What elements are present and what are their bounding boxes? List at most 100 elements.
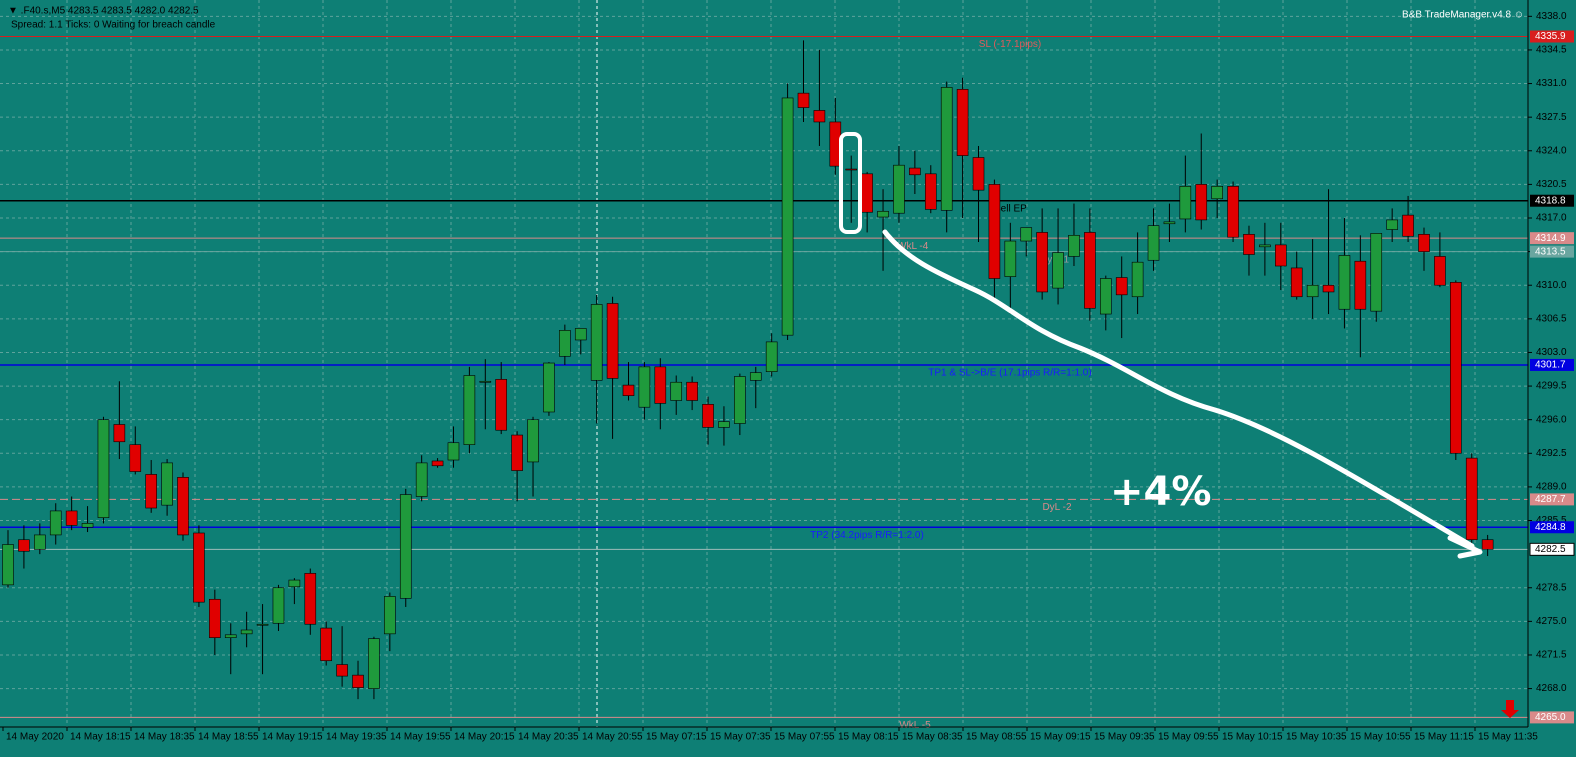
candle-body (447, 442, 460, 461)
plugin-name: B&B TradeManager.v4.8 ☺ (1402, 10, 1524, 21)
candle-body (1131, 261, 1144, 298)
candle-body (320, 627, 333, 662)
candle-body (781, 97, 794, 336)
y-tick-label: 4338.0 (1536, 11, 1567, 22)
candle-body (1211, 186, 1223, 200)
price-tag (1530, 232, 1574, 245)
y-tick-label: 4317.0 (1536, 213, 1567, 224)
candle-body (622, 384, 635, 396)
candle-body (1370, 233, 1383, 312)
candle-body (1306, 284, 1319, 298)
candle-body (145, 474, 157, 509)
candle-body (1179, 186, 1192, 220)
x-tick-label: 15 May 11:15 (1414, 732, 1474, 743)
candle-body (1481, 539, 1494, 550)
x-tick-label: 15 May 09:55 (1158, 732, 1219, 743)
level-label: WkL -5 (899, 720, 931, 731)
y-tick-label: 4275.0 (1536, 616, 1567, 627)
candle-body (2, 544, 14, 586)
candle-body (288, 579, 301, 588)
candle-body (1450, 282, 1462, 454)
candle-body (415, 462, 428, 497)
x-tick-label: 15 May 09:35 (1094, 732, 1155, 743)
y-tick-label: 4306.5 (1536, 313, 1567, 324)
candle-body (511, 434, 523, 471)
y-tick-label: 4310.0 (1536, 280, 1567, 291)
candle-body (1195, 184, 1208, 221)
candle-body (1099, 278, 1112, 315)
candle-body (686, 381, 698, 401)
price-tag-label: 4265.0 (1535, 712, 1566, 723)
highlight-box (839, 132, 862, 234)
candle-body (463, 375, 476, 445)
candle-body (240, 629, 253, 635)
candle-body (161, 462, 173, 506)
level-label: DyL -2 (1042, 502, 1072, 513)
candle-body (1259, 244, 1271, 248)
x-tick-label: 15 May 08:15 (838, 732, 899, 743)
price-tag-label: 4335.9 (1535, 31, 1566, 42)
candle-body (765, 341, 778, 372)
candle-body (18, 539, 30, 552)
candle-body (193, 532, 205, 603)
candle-body (304, 573, 317, 625)
candle-body (1434, 256, 1446, 286)
candle-body (749, 372, 762, 381)
candle-body (606, 303, 619, 379)
y-tick-label: 4268.0 (1536, 683, 1567, 694)
candle-body (1147, 225, 1160, 261)
price-tag (1530, 358, 1574, 371)
candle-body (97, 419, 110, 518)
candle-body (81, 523, 94, 528)
candle-body (1290, 267, 1303, 298)
price-tag (1530, 245, 1574, 258)
price-tag (1529, 542, 1575, 556)
candle-body (224, 634, 237, 638)
candle-body (1068, 234, 1080, 257)
price-tag-label: 4318.8 (1535, 195, 1566, 206)
x-tick-label: 14 May 19:55 (390, 732, 451, 743)
candle-body (431, 460, 444, 467)
candle-body (1275, 244, 1287, 267)
candle-body (590, 304, 603, 381)
price-tag (1530, 521, 1574, 534)
status-info: Spread: 1.1 Ticks: 0 Waiting for breach … (11, 20, 216, 31)
candle-body (1227, 186, 1239, 238)
candle-body (113, 424, 126, 443)
candle-body (336, 664, 348, 677)
x-tick-label: 15 May 07:55 (774, 732, 835, 743)
x-tick-label: 15 May 10:55 (1350, 732, 1411, 743)
candle-body (1322, 284, 1335, 293)
candle-body (543, 362, 555, 413)
x-tick-label: 15 May 07:35 (710, 732, 771, 743)
symbol-info: ▼ .F40.s,M5 4283.5 4283.5 4282.0 4282.5 (8, 6, 199, 17)
x-tick-label: 15 May 08:55 (966, 732, 1027, 743)
price-tag-label: 4287.7 (1535, 494, 1566, 505)
candle-body (1020, 227, 1033, 242)
y-tick-label: 4320.5 (1536, 179, 1567, 190)
y-tick-label: 4271.5 (1536, 650, 1567, 661)
level-label: TP1 & SL->B/E (17.1pips R/R=1:1.0) (928, 368, 1091, 379)
candle-body (65, 510, 78, 526)
candle-body (1402, 214, 1414, 237)
candle-body (956, 89, 969, 156)
candle-body (909, 167, 921, 176)
candle-body (1115, 277, 1128, 296)
x-tick-label: 14 May 20:15 (454, 732, 515, 743)
price-tag (1530, 493, 1574, 506)
price-tag (1530, 194, 1574, 207)
y-tick-label: 4327.5 (1536, 112, 1567, 123)
candle-body (797, 92, 810, 108)
candle-body (845, 168, 858, 171)
candle-body (574, 328, 587, 341)
candle-body (940, 87, 953, 211)
candle-body (1338, 255, 1351, 310)
price-tag (1530, 30, 1574, 43)
x-tick-label: 14 May 18:35 (134, 732, 195, 743)
candle-body (352, 674, 364, 688)
candle-body (1084, 232, 1096, 309)
candle-body (256, 623, 269, 626)
candle-body (1243, 234, 1255, 255)
